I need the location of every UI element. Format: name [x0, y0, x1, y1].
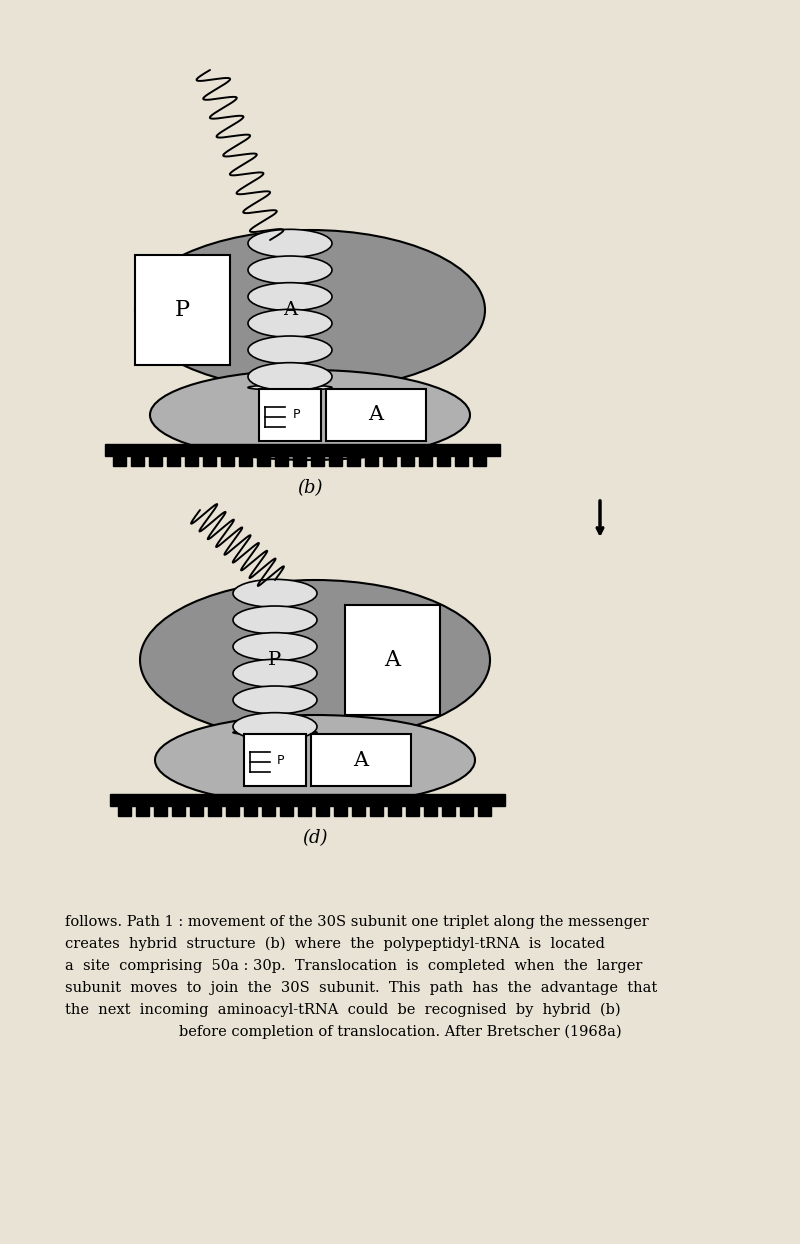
Bar	[345, 605, 440, 715]
Bar	[370, 806, 383, 816]
Ellipse shape	[150, 369, 470, 460]
Bar	[113, 457, 126, 466]
Bar	[424, 806, 437, 816]
Bar	[259, 389, 321, 442]
Bar	[154, 806, 167, 816]
Text: follows. Path 1 : movement of the 30S subunit one triplet along the messenger: follows. Path 1 : movement of the 30S su…	[65, 916, 649, 929]
Text: P: P	[175, 299, 190, 321]
Bar	[136, 806, 149, 816]
Bar	[244, 806, 257, 816]
Ellipse shape	[248, 384, 332, 391]
Bar	[334, 806, 347, 816]
Bar	[419, 457, 432, 466]
Bar	[172, 806, 185, 816]
Bar	[352, 806, 365, 816]
Ellipse shape	[248, 310, 332, 337]
Bar	[135, 255, 230, 364]
Text: A: A	[354, 750, 369, 770]
Text: A: A	[369, 406, 383, 424]
Text: A: A	[385, 649, 401, 671]
Bar	[473, 457, 486, 466]
Ellipse shape	[233, 633, 317, 661]
Text: A: A	[283, 301, 297, 318]
Bar	[149, 457, 162, 466]
Bar	[131, 457, 144, 466]
Text: subunit  moves  to  join  the  30S  subunit.  This  path  has  the  advantage  t: subunit moves to join the 30S subunit. T…	[65, 982, 658, 995]
Bar	[221, 457, 234, 466]
Bar	[105, 444, 500, 457]
Bar	[167, 457, 180, 466]
Text: the  next  incoming  aminoacyl-tRNA  could  be  recognised  by  hybrid  (b): the next incoming aminoacyl-tRNA could b…	[65, 1003, 621, 1018]
Bar	[401, 457, 414, 466]
Bar	[437, 457, 450, 466]
Text: creates  hybrid  structure  (b)  where  the  polypeptidyl-tRNA  is  located: creates hybrid structure (b) where the p…	[65, 937, 605, 952]
Text: P: P	[292, 408, 300, 422]
Bar	[365, 457, 378, 466]
Bar	[280, 806, 293, 816]
Bar	[326, 389, 426, 442]
Ellipse shape	[248, 229, 332, 258]
Ellipse shape	[233, 685, 317, 714]
Ellipse shape	[233, 730, 317, 735]
Bar	[244, 734, 306, 786]
Ellipse shape	[233, 580, 317, 607]
Ellipse shape	[248, 336, 332, 364]
Bar	[329, 457, 342, 466]
Bar	[275, 457, 288, 466]
Bar	[262, 806, 275, 816]
Bar	[460, 806, 473, 816]
Ellipse shape	[248, 282, 332, 311]
Ellipse shape	[135, 230, 485, 391]
Bar	[185, 457, 198, 466]
Bar	[208, 806, 221, 816]
Ellipse shape	[233, 659, 317, 688]
Text: (d): (d)	[302, 829, 328, 847]
Text: a  site  comprising  50a : 30p.  Translocation  is  completed  when  the  larger: a site comprising 50a : 30p. Translocati…	[65, 959, 642, 973]
Bar	[478, 806, 491, 816]
Bar	[190, 806, 203, 816]
Bar	[442, 806, 455, 816]
Bar	[383, 457, 396, 466]
Ellipse shape	[233, 713, 317, 740]
Bar	[118, 806, 131, 816]
Bar	[110, 794, 505, 806]
Bar	[347, 457, 360, 466]
Ellipse shape	[140, 580, 490, 740]
Bar	[455, 457, 468, 466]
Ellipse shape	[233, 606, 317, 634]
Text: P: P	[268, 651, 282, 669]
Text: P: P	[278, 754, 285, 766]
Bar	[257, 457, 270, 466]
Bar	[203, 457, 216, 466]
Bar	[388, 806, 401, 816]
Text: (b): (b)	[298, 479, 322, 498]
Ellipse shape	[155, 715, 475, 805]
Bar	[239, 457, 252, 466]
Bar	[226, 806, 239, 816]
Bar	[293, 457, 306, 466]
Ellipse shape	[248, 363, 332, 391]
Bar	[311, 734, 411, 786]
Bar	[311, 457, 324, 466]
Bar	[406, 806, 419, 816]
Bar	[298, 806, 311, 816]
Bar	[316, 806, 329, 816]
Text: before completion of translocation. After Bretscher (1968a): before completion of translocation. Afte…	[178, 1025, 622, 1040]
Ellipse shape	[248, 256, 332, 284]
